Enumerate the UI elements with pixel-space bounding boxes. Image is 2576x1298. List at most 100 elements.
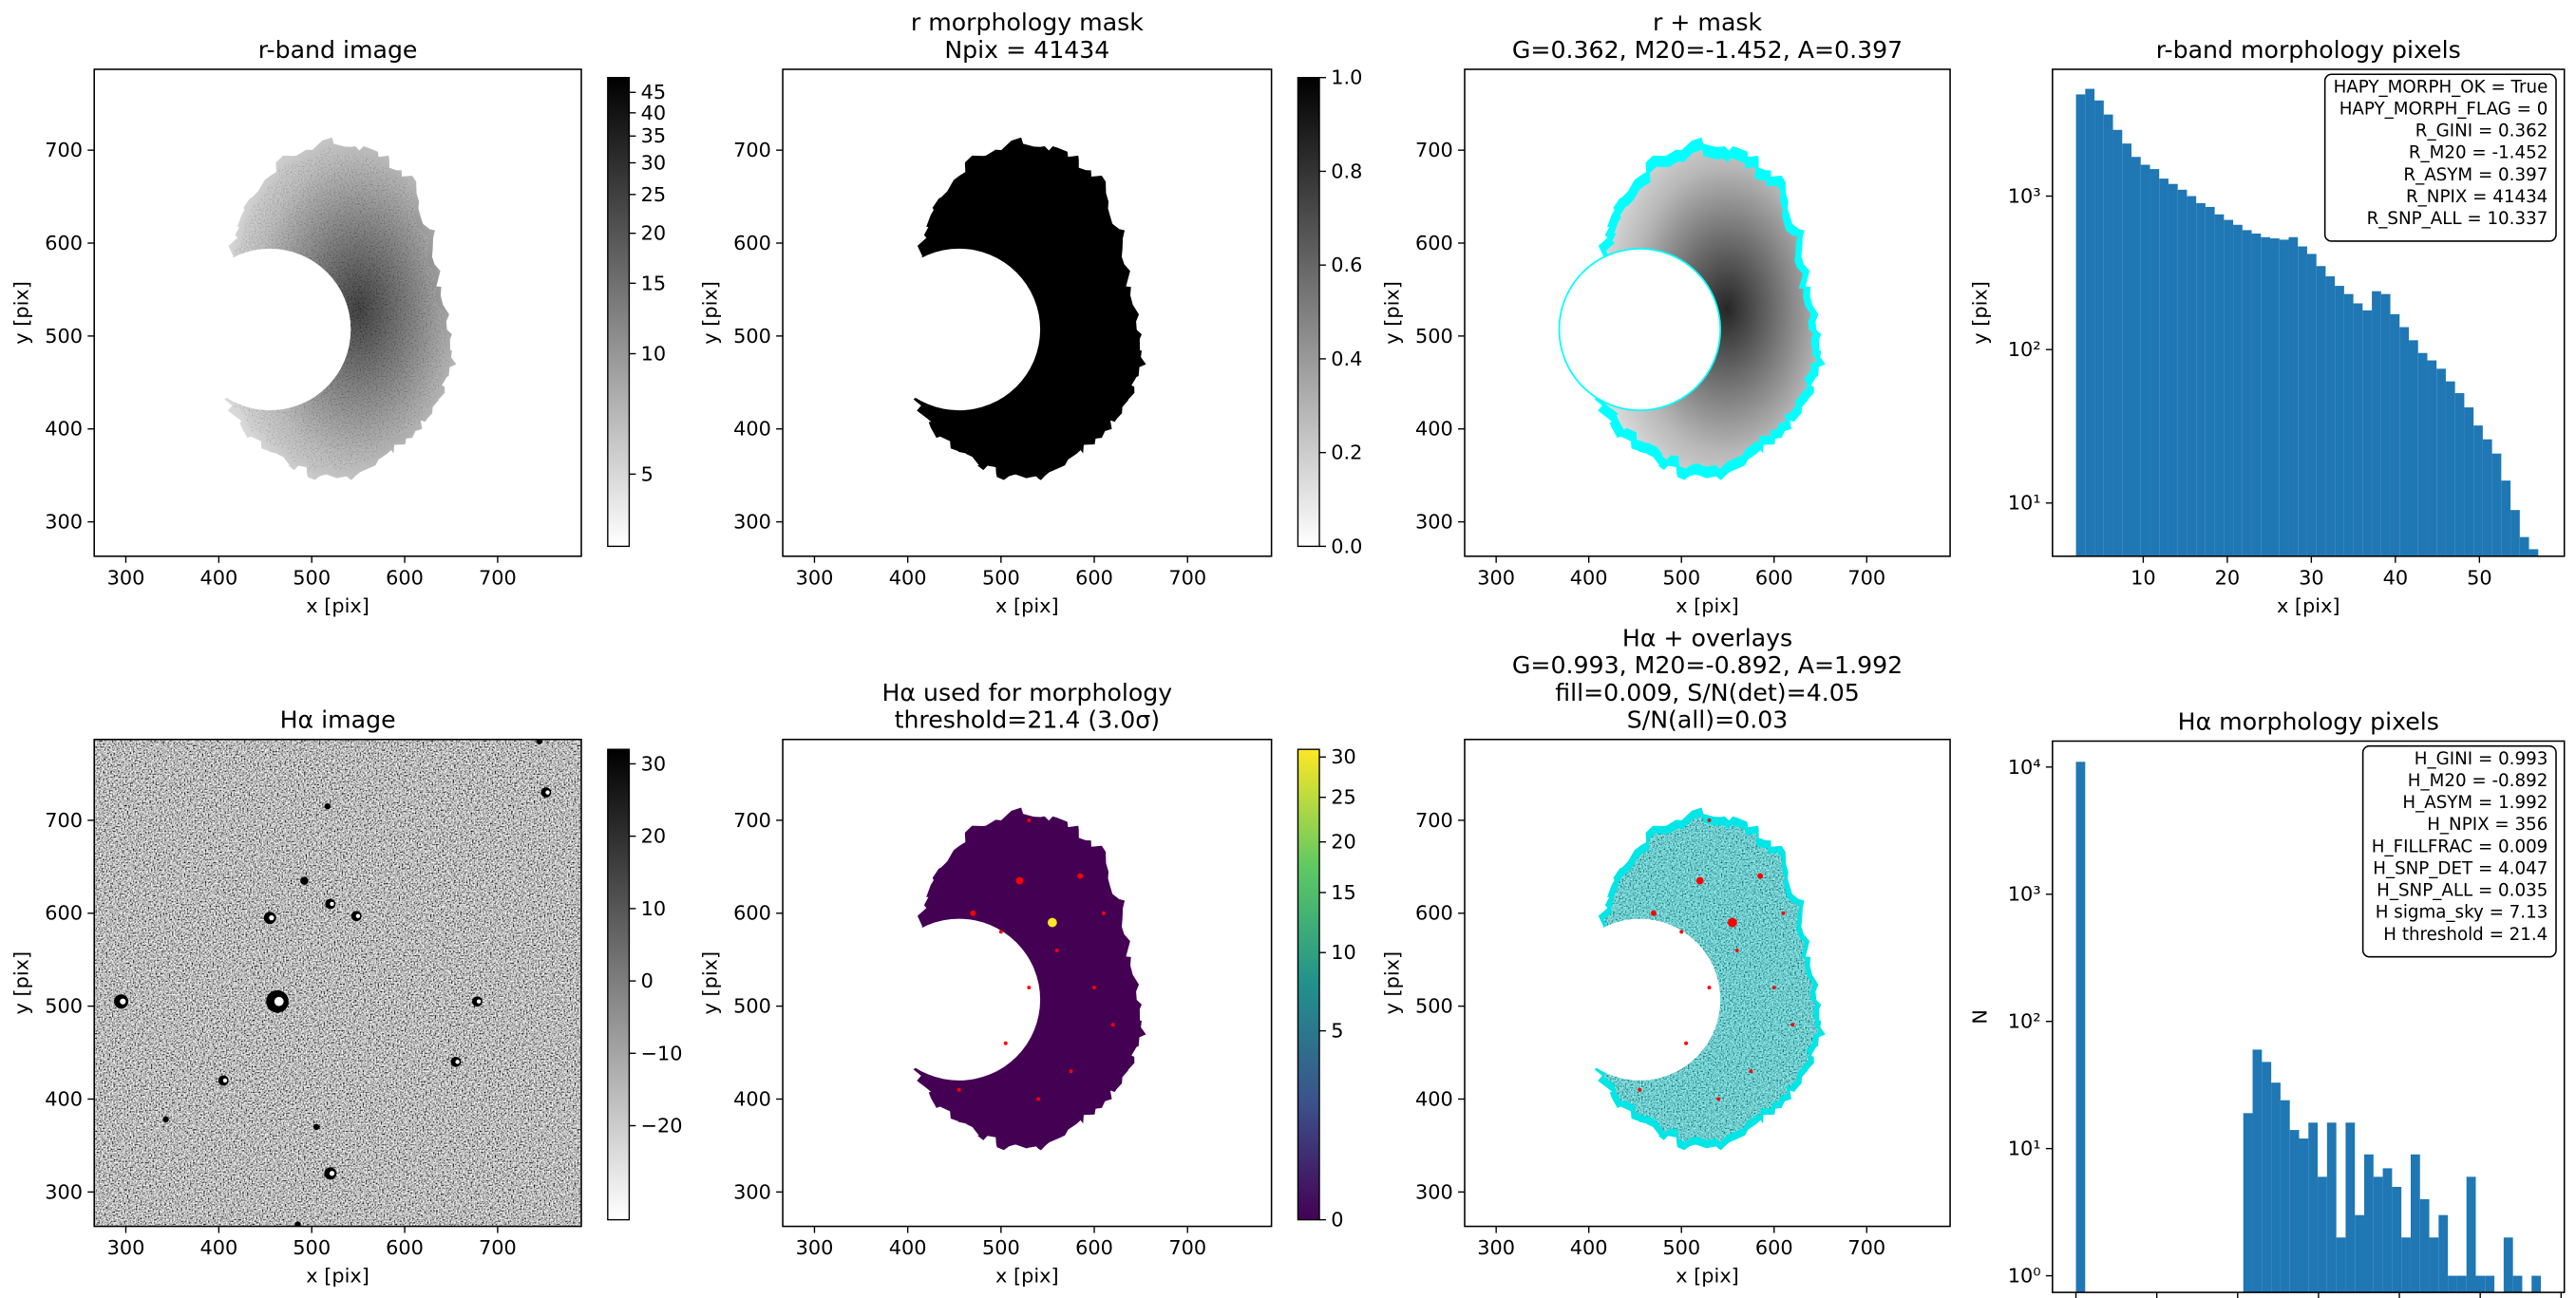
histogram-bar <box>2410 1154 2420 1293</box>
x-tick-label: 10 <box>2131 566 2156 589</box>
detected-pixels <box>1734 948 1739 952</box>
histogram-bar <box>2427 360 2437 556</box>
annotation-line: H_GINI = 0.993 <box>2415 749 2548 769</box>
histogram-bar <box>2401 1237 2411 1293</box>
x-tick-label: 400 <box>199 1236 237 1259</box>
y-tick-label: 400 <box>1415 418 1453 441</box>
source-core <box>330 901 334 907</box>
x-tick-label: 700 <box>479 1236 517 1259</box>
detected-pixels <box>1781 911 1786 915</box>
histogram-bar <box>2343 293 2354 556</box>
histogram-bar <box>2362 310 2373 556</box>
histogram-bar <box>2399 327 2410 556</box>
colorbar-tick-label: 30 <box>641 151 667 174</box>
histogram-bar <box>2122 143 2132 556</box>
source <box>313 1123 320 1131</box>
y-tick-label: 600 <box>45 232 83 254</box>
x-tick-label: 50 <box>2467 566 2492 589</box>
panel-title: G=0.993, M20=-0.892, A=1.992 <box>1512 651 1903 679</box>
annotation-line: R_GINI = 0.362 <box>2415 122 2548 141</box>
x-tick-label: 600 <box>1075 566 1113 589</box>
panel-title: r + mask <box>1653 9 1763 36</box>
detected-pixels <box>970 910 976 916</box>
annotation-line: R_M20 = -1.452 <box>2409 143 2548 163</box>
histogram-bar <box>2380 293 2391 556</box>
histogram-bar <box>2456 1275 2467 1293</box>
colorbar-tick-label: −10 <box>641 1042 683 1064</box>
x-tick-label: 30 <box>2299 566 2324 589</box>
detected-pixels <box>1790 1023 1795 1027</box>
y-tick-label: 400 <box>45 1087 83 1110</box>
detected-pixels <box>1727 917 1737 928</box>
annotation-line: R_SNP_ALL = 10.337 <box>2367 209 2548 229</box>
annotation-line: H_ASYM = 1.992 <box>2402 793 2548 813</box>
annotation-line: R_NPIX = 41434 <box>2406 187 2548 207</box>
panel-title: r-band morphology pixels <box>2156 36 2461 64</box>
histogram-bar <box>2075 762 2086 1293</box>
histogram-bar <box>2242 230 2252 556</box>
x-tick-label: 500 <box>1662 566 1700 589</box>
colorbar-tick-label: 15 <box>641 272 667 294</box>
histogram-bar <box>2454 393 2465 556</box>
annotation-line: R_ASYM = 0.397 <box>2403 165 2548 185</box>
source-core <box>269 915 275 921</box>
histogram-bar <box>2252 1049 2263 1293</box>
colorbar-tick-label: 0.8 <box>1331 160 1362 182</box>
source-core <box>455 1060 460 1064</box>
axes-frame <box>1464 68 1951 557</box>
histogram-bar <box>2501 480 2511 556</box>
y-tick-label: 300 <box>1415 511 1453 534</box>
y-axis-label: y [pix] <box>1380 281 1403 345</box>
colorbar-tick-label: −20 <box>641 1114 683 1137</box>
mask-hole <box>878 248 1041 411</box>
source-core <box>274 996 284 1006</box>
histogram-bar <box>2325 276 2336 556</box>
colorbar-tick-label: 30 <box>641 752 667 775</box>
histogram-bar <box>2085 88 2095 556</box>
detected-pixels <box>1679 930 1684 934</box>
panel: 010203040506010⁰10¹10²10³10⁴Hα pixel val… <box>1968 707 2566 1298</box>
panel-title: r-band image <box>258 36 418 64</box>
histogram-bar <box>2519 536 2529 556</box>
y-tick-label: 300 <box>45 1180 83 1203</box>
histogram-bar <box>2177 189 2188 556</box>
histogram-bar <box>2373 1176 2383 1293</box>
colorbar-tick-label: 0.4 <box>1331 348 1362 370</box>
colorbar-tick-label: 0 <box>1331 1209 1343 1232</box>
source <box>324 802 331 810</box>
x-axis-label: x [pix] <box>1676 1265 1739 1288</box>
colorbar-tick-label: 20 <box>1331 831 1356 854</box>
x-axis-label: x [pix] <box>2277 594 2340 617</box>
x-tick-label: 600 <box>386 1236 424 1259</box>
detected-pixels <box>1771 986 1776 990</box>
detected-pixels <box>1716 1097 1721 1101</box>
source <box>162 1116 169 1123</box>
x-tick-label: 300 <box>796 1236 834 1259</box>
detected-pixels <box>1101 911 1106 915</box>
detected-pixels <box>1110 1023 1115 1027</box>
panel-title: Hα used for morphology <box>881 679 1172 706</box>
histogram-bar <box>2271 1082 2281 1293</box>
y-tick-label: 10⁰ <box>2008 1265 2041 1288</box>
y-tick-label: 400 <box>45 418 83 441</box>
histogram-bar <box>2187 196 2197 556</box>
detected-pixels <box>1684 1041 1689 1045</box>
histogram-bar <box>2261 236 2271 556</box>
y-axis-label: y [pix] <box>1968 281 1991 345</box>
histogram-bar <box>2262 1062 2272 1293</box>
mask-hole <box>1559 918 1721 1081</box>
histogram-bar <box>2429 1237 2439 1293</box>
x-tick-label: 600 <box>386 566 424 589</box>
histogram-bar <box>2316 266 2326 556</box>
histogram-bar <box>2336 1237 2346 1293</box>
histogram-bar <box>2140 164 2150 556</box>
detected-pixels <box>1015 876 1024 885</box>
panel-title: Hα + overlays <box>1622 625 1792 652</box>
histogram-bar <box>2112 129 2123 556</box>
histogram-bar <box>2417 352 2428 556</box>
detected-pixels <box>1036 1097 1041 1101</box>
